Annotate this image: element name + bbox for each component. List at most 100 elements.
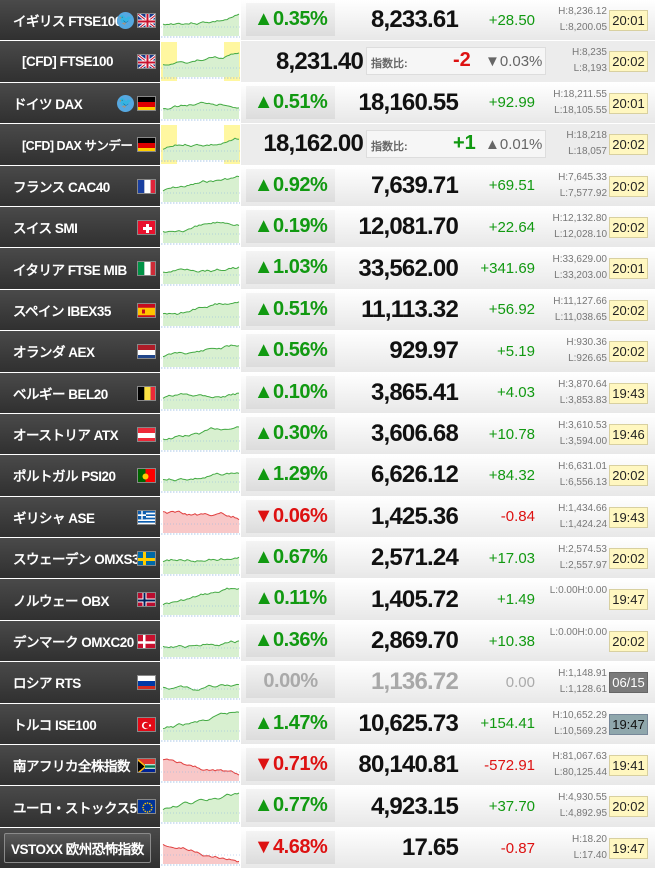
low-value: L:8,200.05 <box>559 22 607 33</box>
twitter-icon[interactable]: 🐦 <box>117 12 134 29</box>
index-name-cell[interactable]: ドイツ DAX 🐦 <box>0 82 160 124</box>
index-row[interactable]: ノルウェー OBX ▲0.11% 1,405.72 +1.49 L:0.00H:… <box>0 579 655 621</box>
index-name-cell[interactable]: オランダ AEX <box>0 331 160 372</box>
twitter-icon[interactable]: 🐦 <box>117 94 134 112</box>
index-row[interactable]: スウェーデン OMXS30 ▲0.67% 2,571.24 +17.03 H:2… <box>0 538 655 580</box>
change-value: +56.92 <box>488 301 535 319</box>
sparkline-chart[interactable] <box>161 539 240 579</box>
index-row[interactable]: トルコ ISE100 ▲1.47% 10,625.73 +154.41 H:10… <box>0 703 655 746</box>
index-row[interactable]: デンマーク OMXC20 ▲0.36% 2,869.70 +10.38 L:0.… <box>0 620 655 663</box>
index-name[interactable]: スウェーデン OMXS30 <box>13 552 147 568</box>
index-name-cell[interactable]: [CFD] DAX サンデー <box>0 124 160 165</box>
index-row[interactable]: [CFD] DAX サンデー 18,162.00 指数比: +1 ▲0.01% … <box>0 124 655 166</box>
index-name-cell[interactable]: オーストリア ATX <box>0 413 160 455</box>
sparkline-chart[interactable] <box>161 373 240 413</box>
index-row[interactable]: ユーロ・ストックス50 ▲0.77% 4,923.15 +37.70 H:4,9… <box>0 786 655 828</box>
index-name[interactable]: フランス CAC40 <box>13 179 110 195</box>
index-name[interactable]: イタリア FTSE MIB <box>13 262 127 278</box>
index-row[interactable]: オランダ AEX ▲0.56% 929.97 +5.19 H:930.36 L:9… <box>0 331 655 373</box>
sparkline-chart[interactable] <box>161 414 240 454</box>
sparkline-chart[interactable] <box>161 787 240 827</box>
change-percent: ▲1.03% <box>246 251 335 285</box>
index-row[interactable]: ギリシャ ASE ▼0.06% 1,425.36 -0.84 H:1,434.6… <box>0 496 655 539</box>
index-row[interactable]: VSTOXX 欧州恐怖指数 ▼4.68% 17.65 -0.87 H:18.20… <box>0 827 655 869</box>
index-name-cell[interactable]: イタリア FTSE MIB <box>0 248 160 289</box>
index-row[interactable]: フランス CAC40 ▲0.92% 7,639.71 +69.51 H:7,64… <box>0 165 655 207</box>
index-name-cell[interactable]: ポルトガル PSI20 <box>0 455 160 496</box>
index-name-cell[interactable]: VSTOXX 欧州恐怖指数 <box>0 827 160 869</box>
index-name-cell[interactable]: フランス CAC40 <box>0 165 160 206</box>
index-name[interactable]: スペイン IBEX35 <box>13 303 111 319</box>
index-name-cell[interactable]: スイス SMI <box>0 206 160 248</box>
index-name[interactable]: イギリス FTSE100 <box>13 14 122 30</box>
index-name[interactable]: ベルギー BEL20 <box>13 386 108 402</box>
sparkline-chart[interactable] <box>161 332 240 372</box>
index-name[interactable]: 南アフリカ全株指数 <box>13 759 131 775</box>
index-name[interactable]: ギリシャ ASE <box>13 510 95 526</box>
sparkline-chart[interactable] <box>161 249 240 289</box>
index-name[interactable]: オーストリア ATX <box>13 428 119 444</box>
index-name[interactable]: スイス SMI <box>13 221 78 237</box>
index-name[interactable]: デンマーク OMXC20 <box>13 635 134 651</box>
index-name[interactable]: VSTOXX 欧州恐怖指数 <box>4 832 151 863</box>
update-time: 20:02 <box>609 548 648 570</box>
index-row[interactable]: 南アフリカ全株指数 ▼0.71% 80,140.81 -572.91 H:81,… <box>0 745 655 787</box>
index-row[interactable]: イタリア FTSE MIB ▲1.03% 33,562.00 +341.69 H… <box>0 248 655 290</box>
index-name-cell[interactable]: スペイン IBEX35 <box>0 289 160 331</box>
flag-icon <box>137 426 156 442</box>
value-cell: ▲0.30% 3,606.68 +10.78 H:3,610.53 L:3,594… <box>241 413 655 455</box>
sparkline-chart[interactable] <box>161 704 240 744</box>
index-name[interactable]: トルコ ISE100 <box>13 717 97 733</box>
sparkline-chart[interactable] <box>161 166 240 206</box>
index-name-cell[interactable]: [CFD] FTSE100 <box>0 41 160 82</box>
index-row[interactable]: オーストリア ATX ▲0.30% 3,606.68 +10.78 H:3,61… <box>0 413 655 456</box>
index-name-cell[interactable]: 南アフリカ全株指数 <box>0 745 160 786</box>
index-row[interactable]: ドイツ DAX 🐦 ▲0.51% 18,160.55 +92.99 H:18,2… <box>0 82 655 125</box>
index-row[interactable]: ベルギー BEL20 ▲0.10% 3,865.41 +4.03 H:3,870… <box>0 372 655 414</box>
sparkline-chart[interactable] <box>161 621 240 661</box>
index-name[interactable]: ドイツ DAX <box>13 96 83 112</box>
index-name-cell[interactable]: ユーロ・ストックス50 <box>0 786 160 827</box>
change-value: +5.19 <box>497 342 535 360</box>
sparkline-chart[interactable] <box>161 746 240 786</box>
index-name-cell[interactable]: デンマーク OMXC20 <box>0 620 160 662</box>
index-name[interactable]: ロシア RTS <box>13 676 81 692</box>
change-value: -0.87 <box>500 839 535 857</box>
sparkline-chart[interactable] <box>161 497 240 537</box>
sparkline-chart[interactable] <box>161 580 240 620</box>
index-row[interactable]: スペイン IBEX35 ▲0.51% 11,113.32 +56.92 H:11… <box>0 289 655 332</box>
index-row[interactable]: [CFD] FTSE100 8,231.40 指数比: -2 ▼0.03% H:… <box>0 41 655 83</box>
index-name-cell[interactable]: スウェーデン OMXS30 <box>0 538 160 579</box>
index-name[interactable]: オランダ AEX <box>13 345 95 361</box>
index-name[interactable]: [CFD] DAX サンデー <box>22 138 133 153</box>
flag-icon <box>137 551 156 567</box>
sparkline-chart[interactable] <box>161 42 240 82</box>
index-name[interactable]: ポルトガル PSI20 <box>13 469 116 485</box>
high-value: H:2,574.53 <box>558 544 607 556</box>
index-name-cell[interactable]: ベルギー BEL20 <box>0 372 160 413</box>
sparkline-chart[interactable] <box>161 663 240 703</box>
index-name-cell[interactable]: イギリス FTSE100 🐦 <box>0 0 160 41</box>
sparkline-chart[interactable] <box>161 828 240 868</box>
index-name[interactable]: [CFD] FTSE100 <box>22 54 114 70</box>
sparkline-chart[interactable] <box>161 1 240 40</box>
sparkline-chart[interactable] <box>161 456 240 496</box>
index-row[interactable]: ポルトガル PSI20 ▲1.29% 6,626.12 +84.32 H:6,6… <box>0 455 655 497</box>
value-cell: ▲0.35% 8,233.61 +28.50 H:8,236.12 L:8,200… <box>241 0 655 41</box>
sparkline-chart[interactable] <box>161 290 240 330</box>
index-name-cell[interactable]: ロシア RTS <box>0 662 160 703</box>
index-name[interactable]: ユーロ・ストックス50 <box>13 800 144 816</box>
sparkline-chart[interactable] <box>161 83 240 123</box>
index-name-cell[interactable]: ギリシャ ASE <box>0 496 160 538</box>
sparkline-chart[interactable] <box>161 207 240 247</box>
index-name-cell[interactable]: ノルウェー OBX <box>0 579 160 620</box>
high-low: H:930.36 L:926.65 <box>543 335 607 367</box>
index-name[interactable]: ノルウェー OBX <box>13 593 110 609</box>
flag-icon <box>137 758 156 774</box>
index-row[interactable]: ロシア RTS 0.00% 1,136.72 0.00 H:1,148.91 L:… <box>0 662 655 704</box>
sparkline-chart[interactable] <box>161 125 240 165</box>
index-row[interactable]: イギリス FTSE100 🐦 ▲0.35% 8,233.61 +28.50 H:… <box>0 0 655 42</box>
high-low: H:11,127.66 L:11,038.65 <box>543 294 607 326</box>
index-name-cell[interactable]: トルコ ISE100 <box>0 703 160 745</box>
index-row[interactable]: スイス SMI ▲0.19% 12,081.70 +22.64 H:12,132… <box>0 206 655 249</box>
